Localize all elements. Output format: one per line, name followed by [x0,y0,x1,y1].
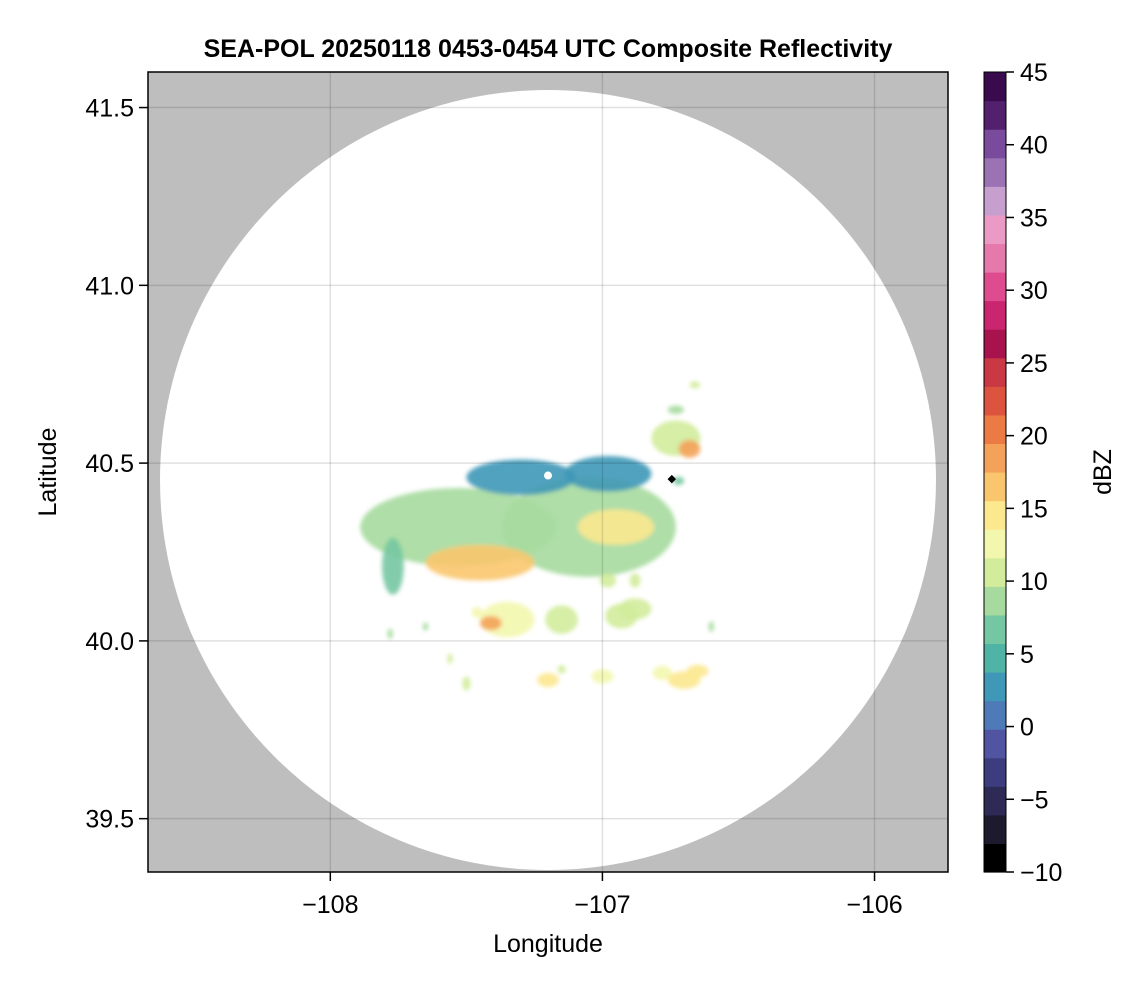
colorbar-swatch [984,157,1006,187]
radar-site-marker [544,471,552,480]
colorbar-swatch [984,272,1006,302]
colorbar-swatch [984,100,1006,130]
colorbar-ticks: −10 −5 0 5 10 15 20 25 30 35 40 45 [1006,59,1062,887]
colorbar-tick-label: −10 [1020,859,1062,887]
colorbar-swatch [984,214,1006,245]
x-tick-label: −106 [846,891,902,919]
colorbar-swatch [984,729,1006,759]
x-tick-label: −108 [302,891,358,919]
colorbar-swatch [984,700,1006,730]
colorbar-swatch [984,72,1006,102]
plot-area [148,72,948,872]
colorbar-swatch [984,843,1006,873]
chart-title: SEA-POL 20250118 0453-0454 UTC Composite… [204,35,893,63]
colorbar-swatch [984,814,1006,845]
colorbar-tick-label: 45 [1020,59,1048,87]
colorbar-tick-label: 35 [1020,204,1048,232]
colorbar-swatch [984,672,1006,702]
y-tick-label: 41.0 [85,272,134,300]
colorbar-label: dBZ [1089,449,1117,495]
colorbar-swatch [984,786,1006,816]
colorbar-tick-label: 30 [1020,277,1048,305]
colorbar-swatch [984,129,1006,159]
y-tick-label: 40.0 [85,628,134,656]
colorbar-swatch [984,529,1006,559]
colorbar-swatch [984,243,1006,273]
colorbar-tick-label: −5 [1020,786,1049,814]
y-tick-label: 39.5 [85,806,134,834]
colorbar-tick-label: 0 [1020,714,1034,742]
colorbar-swatch [984,186,1006,216]
colorbar-tick-label: 40 [1020,132,1048,160]
grid-lines [148,72,948,872]
colorbar-swatch [984,414,1006,445]
colorbar-swatch [984,443,1006,473]
y-axis-label: Latitude [34,428,62,517]
plot-frame [147,71,949,873]
colorbar-swatch [984,329,1006,359]
colorbar-tick-label: 10 [1020,568,1048,596]
colorbar-swatch [984,500,1006,530]
radar-markers [544,471,677,484]
y-tick-label: 40.5 [85,450,134,478]
colorbar [983,71,1007,873]
colorbar-swatch [984,386,1006,416]
colorbar-swatch [984,586,1006,616]
colorbar-tick-label: 20 [1020,423,1048,451]
x-axis-label: Longitude [493,930,603,958]
colorbar-swatch [984,614,1006,645]
colorbar-swatch [984,472,1006,502]
clutter-marker [667,474,677,484]
x-axis-ticks: −108 −107 −106 [302,872,903,919]
y-axis-ticks: 39.5 40.0 40.5 41.0 41.5 [85,95,148,834]
y-tick-label: 41.5 [85,95,134,123]
colorbar-swatch [984,300,1006,330]
colorbar-swatch [984,643,1006,673]
colorbar-tick-label: 25 [1020,350,1048,378]
x-tick-label: −107 [574,891,630,919]
colorbar-swatch [984,357,1006,387]
colorbar-frame [983,71,1007,873]
colorbar-swatch [984,557,1006,587]
colorbar-swatch [984,757,1006,787]
colorbar-tick-label: 15 [1020,495,1048,523]
colorbar-tick-label: 5 [1020,641,1034,669]
